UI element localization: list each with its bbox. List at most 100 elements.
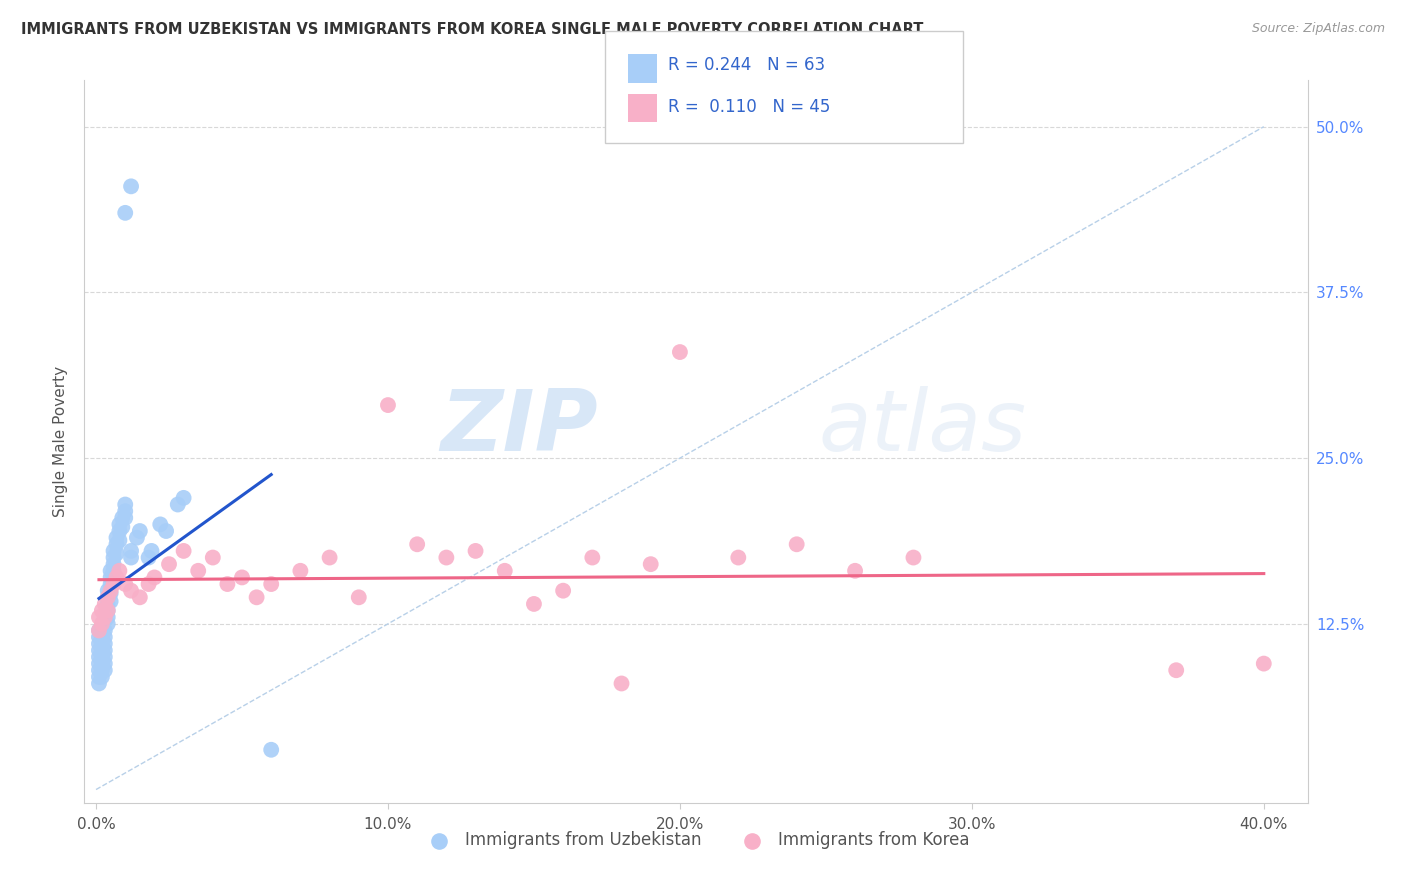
Point [90,643,112,657]
Point [87,630,110,644]
Point [97,603,120,617]
Point [103,577,125,591]
Text: Source: ZipAtlas.com: Source: ZipAtlas.com [1251,22,1385,36]
Point [377,398,399,412]
Point [103,544,125,558]
Text: ZIP: ZIP [440,385,598,468]
Point [90,657,112,671]
Y-axis label: Single Male Poverty: Single Male Poverty [53,366,69,517]
Point [141,544,163,558]
Point [155,524,177,538]
Point [610,676,633,690]
Point [581,550,603,565]
Point [105,531,128,545]
Point [120,550,142,565]
Point [94,663,117,677]
Point [553,583,575,598]
Text: R = 0.244   N = 63: R = 0.244 N = 63 [668,56,825,74]
Point [97,610,120,624]
Point [1166,663,1188,677]
Point [246,591,269,605]
Point [105,547,128,561]
Point [97,583,120,598]
Point [114,510,136,524]
Point [166,498,188,512]
Point [217,577,239,591]
Point [100,577,122,591]
Point [108,517,131,532]
Point [260,743,283,757]
Point [90,603,112,617]
Text: IMMIGRANTS FROM UZBEKISTAN VS IMMIGRANTS FROM KOREA SINGLE MALE POVERTY CORRELAT: IMMIGRANTS FROM UZBEKISTAN VS IMMIGRANTS… [21,22,924,37]
Point [111,520,134,534]
Point [100,564,122,578]
Point [114,206,136,220]
Point [87,643,110,657]
Point [128,524,150,538]
Point [149,517,172,532]
Point [727,550,749,565]
Text: atlas: atlas [818,385,1026,468]
Point [318,550,340,565]
Point [97,591,120,605]
Point [94,597,117,611]
Point [231,570,253,584]
Point [90,650,112,665]
Point [173,544,195,558]
Point [97,603,120,617]
Point [108,524,131,538]
Point [94,657,117,671]
Point [114,577,136,591]
Point [290,564,312,578]
Point [100,594,122,608]
Point [260,577,283,591]
Point [87,657,110,671]
Point [87,670,110,684]
Point [138,577,160,591]
Point [97,597,120,611]
Point [108,533,131,548]
Point [94,610,117,624]
Legend: Immigrants from Uzbekistan, Immigrants from Korea: Immigrants from Uzbekistan, Immigrants f… [415,824,977,856]
Point [111,510,134,524]
Point [87,624,110,638]
Point [87,663,110,677]
Text: R =  0.110   N = 45: R = 0.110 N = 45 [668,98,830,116]
Point [640,557,662,571]
Point [94,637,117,651]
Point [87,676,110,690]
Point [94,650,117,665]
Point [103,557,125,571]
Point [90,624,112,638]
Point [143,570,166,584]
Point [201,550,224,565]
Point [108,564,131,578]
Point [128,591,150,605]
Point [120,583,142,598]
Point [97,591,120,605]
Point [903,550,925,565]
Point [90,670,112,684]
Point [94,624,117,638]
Point [94,630,117,644]
Point [120,179,142,194]
Point [786,537,808,551]
Point [1253,657,1275,671]
Point [87,624,110,638]
Point [103,564,125,578]
Point [464,544,486,558]
Point [100,586,122,600]
Point [120,544,142,558]
Point [125,531,148,545]
Point [434,550,457,565]
Point [494,564,516,578]
Point [90,637,112,651]
Point [523,597,546,611]
Point [90,663,112,677]
Point [87,650,110,665]
Point [347,591,370,605]
Point [97,616,120,631]
Point [90,630,112,644]
Point [87,637,110,651]
Point [90,616,112,631]
